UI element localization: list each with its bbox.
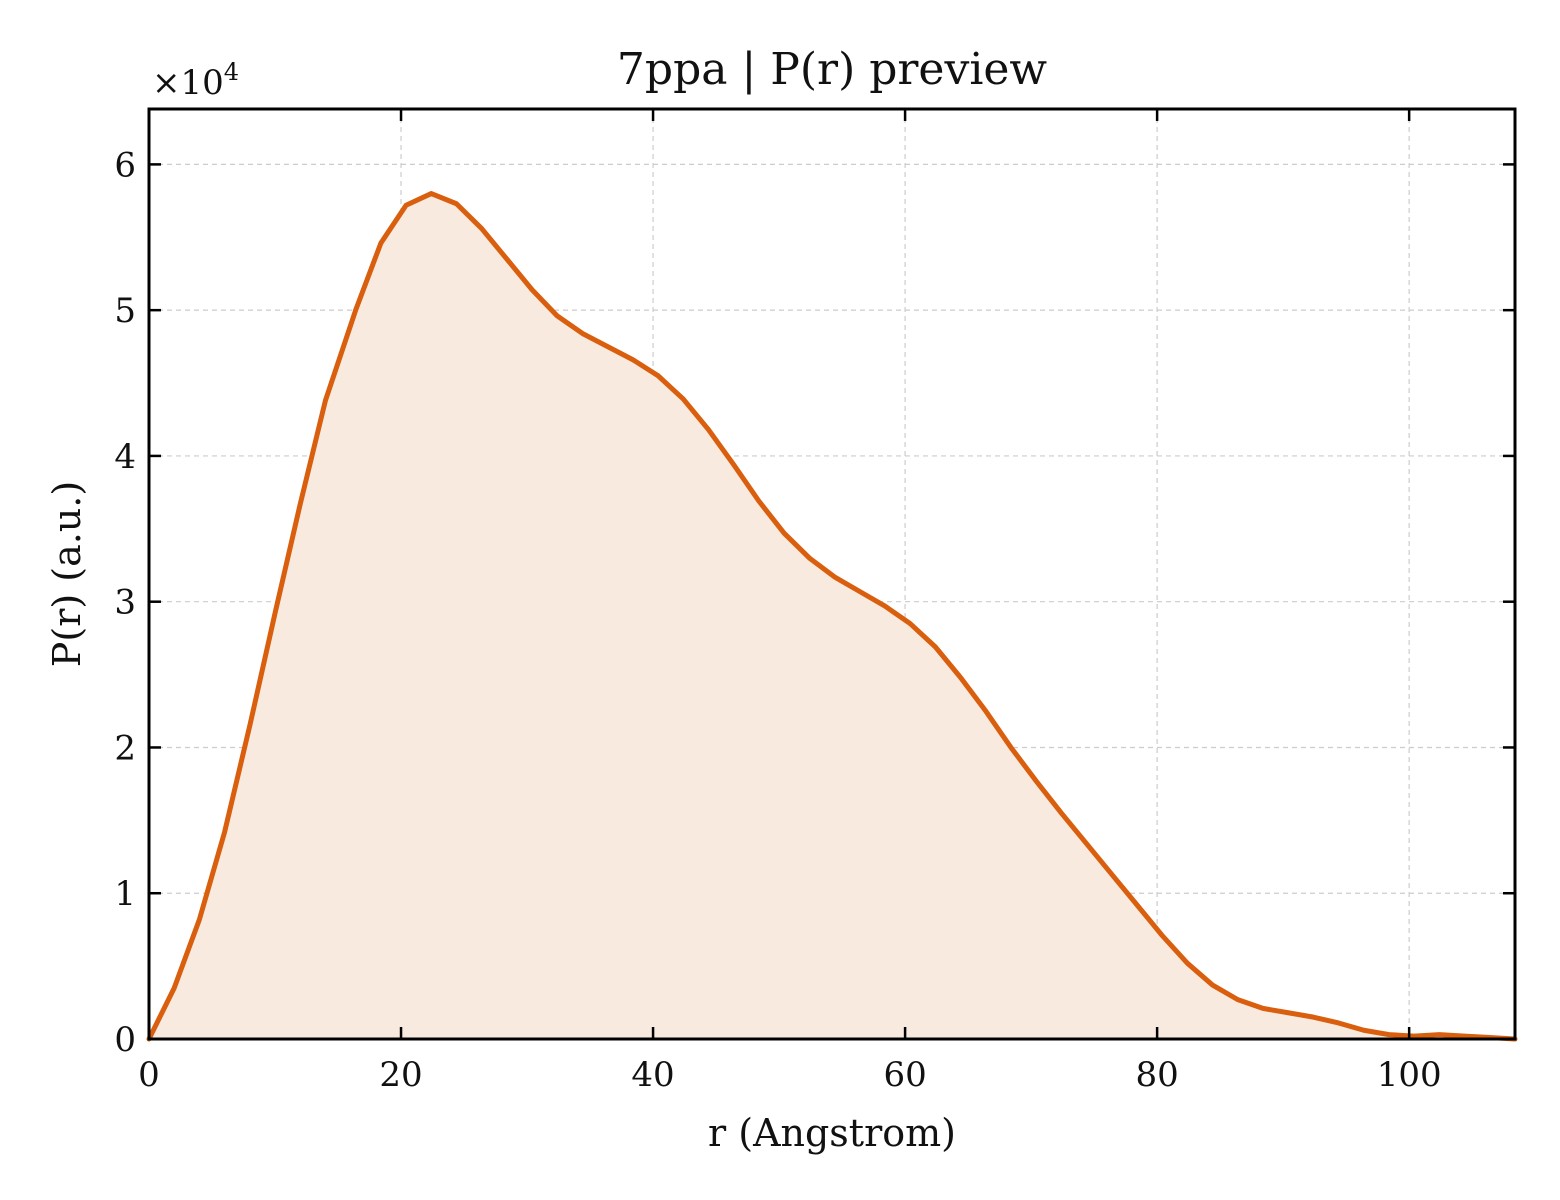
series-area-fill xyxy=(149,193,1515,1040)
x-tick-label: 0 xyxy=(138,1055,160,1095)
y-tick-label: 3 xyxy=(114,583,136,623)
y-tick-label: 5 xyxy=(114,291,136,331)
series-line xyxy=(146,191,1518,1042)
x-axis-label: r (Angstrom) xyxy=(708,1111,956,1155)
y-tick-label: 6 xyxy=(114,145,136,185)
plot-area xyxy=(146,191,1518,1042)
y-multiplier: ×104 xyxy=(152,58,239,103)
svg-text:×104: ×104 xyxy=(152,58,239,103)
y-axis-label: P(r) (a.u.) xyxy=(45,481,89,667)
axis-ticks: 0 20 40 60 80 100 0 1 2 3 4 5 6 xyxy=(114,109,1515,1095)
y-multiplier-exponent: 4 xyxy=(224,58,239,86)
x-tick-label: 80 xyxy=(1135,1055,1178,1095)
y-tick-label: 1 xyxy=(114,874,136,914)
x-tick-label: 100 xyxy=(1377,1055,1442,1095)
y-tick-label: 0 xyxy=(114,1020,136,1060)
y-tick-label: 2 xyxy=(114,728,136,768)
chart-title: 7ppa | P(r) preview xyxy=(617,44,1048,95)
x-tick-label: 60 xyxy=(883,1055,926,1095)
x-tick-label: 20 xyxy=(379,1055,422,1095)
x-tick-label: 40 xyxy=(631,1055,674,1095)
y-tick-label: 4 xyxy=(114,437,136,477)
y-multiplier-base: ×10 xyxy=(152,63,224,103)
plot-frame xyxy=(147,107,1517,1041)
